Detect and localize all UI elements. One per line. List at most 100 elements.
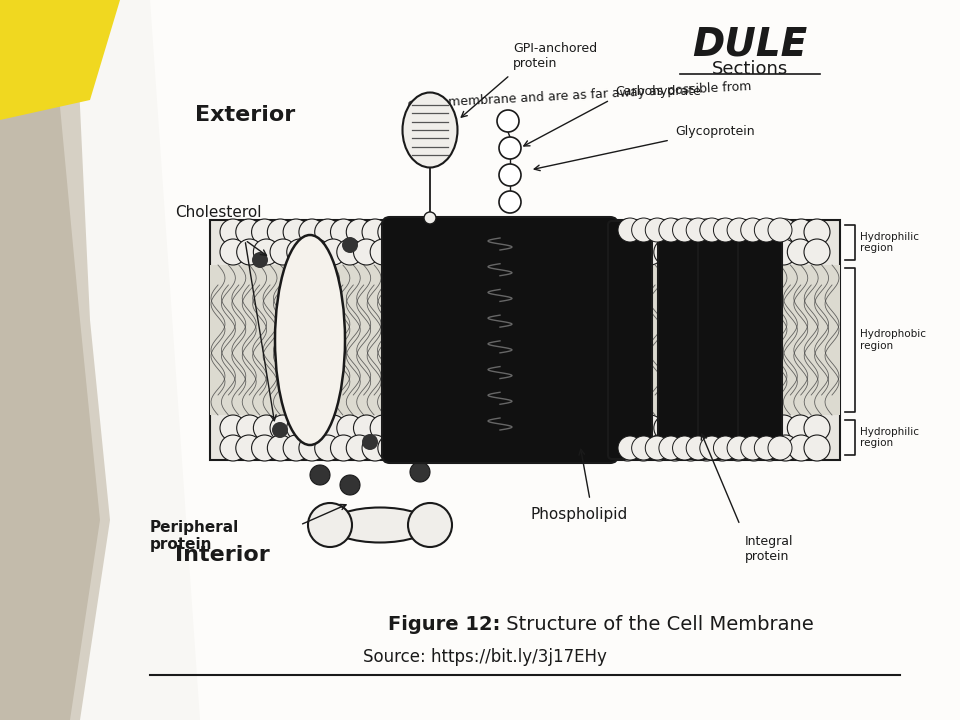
Circle shape bbox=[378, 219, 404, 245]
Circle shape bbox=[220, 435, 246, 461]
Circle shape bbox=[337, 239, 363, 265]
Text: Exterior: Exterior bbox=[195, 105, 296, 125]
Circle shape bbox=[409, 219, 436, 245]
Circle shape bbox=[362, 435, 388, 461]
Circle shape bbox=[504, 239, 530, 265]
Circle shape bbox=[520, 219, 546, 245]
Circle shape bbox=[489, 435, 515, 461]
Circle shape bbox=[554, 239, 580, 265]
Circle shape bbox=[424, 212, 436, 224]
Circle shape bbox=[570, 239, 596, 265]
Circle shape bbox=[721, 415, 747, 441]
Circle shape bbox=[632, 436, 656, 460]
Circle shape bbox=[330, 435, 356, 461]
Circle shape bbox=[804, 435, 830, 461]
Circle shape bbox=[532, 252, 548, 268]
Circle shape bbox=[410, 462, 430, 482]
Circle shape bbox=[732, 422, 748, 438]
Circle shape bbox=[537, 239, 563, 265]
Text: Carbohydrate: Carbohydrate bbox=[615, 85, 701, 98]
Circle shape bbox=[614, 219, 640, 245]
Text: Structure of the Cell Membrane: Structure of the Cell Membrane bbox=[500, 615, 814, 634]
Circle shape bbox=[727, 218, 751, 242]
Circle shape bbox=[700, 436, 724, 460]
Circle shape bbox=[687, 415, 713, 441]
Circle shape bbox=[425, 435, 451, 461]
Circle shape bbox=[504, 219, 530, 245]
Circle shape bbox=[310, 465, 330, 485]
Circle shape bbox=[287, 239, 313, 265]
Circle shape bbox=[773, 435, 799, 461]
Circle shape bbox=[756, 219, 782, 245]
Circle shape bbox=[537, 415, 563, 441]
Polygon shape bbox=[0, 0, 110, 720]
Circle shape bbox=[709, 219, 735, 245]
Circle shape bbox=[725, 435, 751, 461]
Circle shape bbox=[394, 435, 420, 461]
Circle shape bbox=[347, 435, 372, 461]
Circle shape bbox=[755, 436, 779, 460]
Circle shape bbox=[727, 436, 751, 460]
Circle shape bbox=[741, 436, 765, 460]
Circle shape bbox=[499, 137, 521, 159]
Ellipse shape bbox=[275, 235, 345, 445]
Circle shape bbox=[673, 436, 697, 460]
Polygon shape bbox=[150, 0, 960, 720]
Circle shape bbox=[754, 415, 780, 441]
Circle shape bbox=[308, 503, 352, 547]
Circle shape bbox=[686, 218, 710, 242]
Circle shape bbox=[788, 219, 814, 245]
Circle shape bbox=[599, 219, 625, 245]
Circle shape bbox=[536, 435, 562, 461]
Circle shape bbox=[787, 415, 813, 441]
Circle shape bbox=[315, 435, 341, 461]
Circle shape bbox=[453, 415, 480, 441]
Circle shape bbox=[489, 219, 515, 245]
Circle shape bbox=[755, 218, 779, 242]
Circle shape bbox=[554, 415, 580, 441]
Circle shape bbox=[599, 435, 625, 461]
Circle shape bbox=[267, 219, 294, 245]
Circle shape bbox=[604, 415, 630, 441]
Text: Interior: Interior bbox=[175, 545, 270, 565]
Circle shape bbox=[631, 219, 657, 245]
Circle shape bbox=[631, 435, 657, 461]
Circle shape bbox=[673, 218, 697, 242]
Circle shape bbox=[741, 219, 767, 245]
Circle shape bbox=[771, 415, 797, 441]
Circle shape bbox=[283, 219, 309, 245]
Polygon shape bbox=[0, 0, 120, 120]
Circle shape bbox=[654, 239, 680, 265]
Circle shape bbox=[768, 218, 792, 242]
Circle shape bbox=[353, 239, 379, 265]
Text: Integral
protein: Integral protein bbox=[745, 535, 794, 563]
Circle shape bbox=[387, 239, 413, 265]
Circle shape bbox=[721, 239, 747, 265]
Circle shape bbox=[618, 436, 642, 460]
Circle shape bbox=[487, 239, 513, 265]
Circle shape bbox=[645, 218, 669, 242]
Circle shape bbox=[470, 239, 496, 265]
Circle shape bbox=[303, 239, 329, 265]
FancyBboxPatch shape bbox=[738, 221, 782, 459]
Circle shape bbox=[453, 239, 480, 265]
Circle shape bbox=[804, 239, 830, 265]
Circle shape bbox=[409, 435, 436, 461]
Circle shape bbox=[713, 218, 737, 242]
Circle shape bbox=[220, 415, 246, 441]
Circle shape bbox=[237, 239, 263, 265]
Circle shape bbox=[654, 415, 680, 441]
Circle shape bbox=[570, 415, 596, 441]
Text: Phospholipid: Phospholipid bbox=[530, 507, 627, 522]
Text: Hydrophilic
region: Hydrophilic region bbox=[860, 427, 919, 449]
Text: Sections: Sections bbox=[712, 60, 788, 78]
Text: GPI-anchored
protein: GPI-anchored protein bbox=[513, 42, 597, 70]
Circle shape bbox=[645, 436, 669, 460]
FancyBboxPatch shape bbox=[698, 221, 742, 459]
Circle shape bbox=[700, 218, 724, 242]
Circle shape bbox=[353, 415, 379, 441]
Text: Glycoprotein: Glycoprotein bbox=[675, 125, 755, 138]
Circle shape bbox=[704, 415, 730, 441]
Circle shape bbox=[725, 219, 751, 245]
Circle shape bbox=[472, 219, 498, 245]
